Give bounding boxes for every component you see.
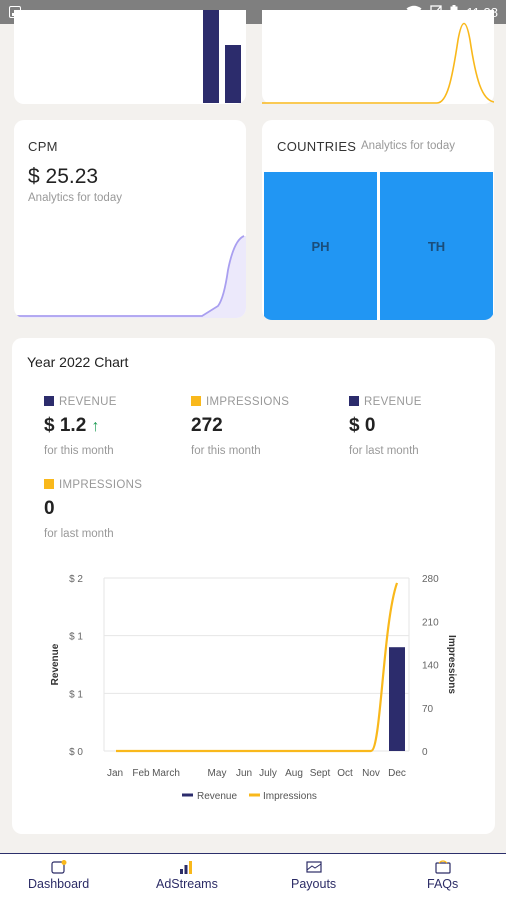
stat-label: REVENUE — [59, 396, 117, 408]
y-axis-title-left: Revenue — [50, 643, 61, 685]
country-cell-ph[interactable]: PH — [264, 172, 377, 320]
country-label-ph: PH — [311, 238, 330, 254]
bottom-navigation: Dashboard AdStreams Payouts FAQs — [0, 853, 506, 900]
cpm-title: CPM — [28, 139, 58, 154]
countries-title: COUNTRIES — [277, 139, 357, 154]
nav-faqs[interactable]: FAQs — [427, 860, 458, 891]
x-tick-label: May — [208, 768, 227, 779]
y-tick-right: 140 — [422, 661, 439, 672]
cpm-value: $ 25.23 — [28, 165, 99, 188]
y-tick-left: $ 0 — [69, 747, 83, 758]
faq-icon — [435, 860, 451, 874]
countries-card: COUNTRIES Analytics for today PH TH — [262, 120, 494, 320]
payouts-icon — [305, 861, 322, 873]
x-tick-label: Sept — [310, 768, 331, 779]
stat-value: 272 — [191, 415, 223, 436]
y-tick-left: $ 1 — [69, 632, 83, 643]
impressions-line-card — [262, 10, 494, 104]
year-chart-card: Year 2022 Chart REVENUE $ 1.2 ↑ for this… — [12, 338, 495, 834]
y-tick-right: 70 — [422, 704, 434, 715]
revenue-bar — [389, 647, 405, 751]
nav-label: Dashboard — [28, 877, 90, 891]
nav-dashboard[interactable]: Dashboard — [28, 860, 89, 891]
stat-sub: for this month — [44, 445, 114, 457]
x-tick-label: Jun — [236, 768, 252, 779]
nav-label: FAQs — [427, 877, 459, 891]
stat-revenue-this-month: REVENUE $ 1.2 ↑ for this month — [44, 396, 117, 457]
countries-subtitle: Analytics for today — [361, 140, 455, 152]
nav-adstreams[interactable]: AdStreams — [156, 860, 218, 891]
y-tick-right: 0 — [422, 747, 428, 758]
stat-value: $ 1.2 — [44, 415, 87, 436]
year-chart-title: Year 2022 Chart — [27, 354, 129, 370]
stat-impressions-this-month: IMPRESSIONS 272 for this month — [191, 396, 289, 457]
x-tick-label: Oct — [337, 768, 353, 779]
nav-label: Payouts — [291, 877, 337, 891]
cpm-line — [14, 235, 245, 317]
legend-impressions-label: Impressions — [263, 791, 317, 802]
x-tick-label: Feb — [132, 768, 150, 779]
bar-chart-icon — [179, 861, 192, 874]
x-tick-label: Nov — [362, 768, 380, 779]
y-axis-title-right: Impressions — [446, 635, 457, 694]
stat-value: 0 — [44, 498, 55, 519]
nav-payouts[interactable]: Payouts — [291, 860, 336, 891]
y-tick-left: $ 1 — [69, 689, 83, 700]
y-tick-left: $ 2 — [69, 574, 83, 585]
cpm-subtitle: Analytics for today — [28, 192, 122, 204]
mini-bar-chart — [203, 10, 241, 103]
mini-bar-1 — [203, 10, 219, 103]
impressions-swatch — [44, 479, 54, 489]
country-label-th: TH — [427, 238, 446, 254]
mini-bar-2 — [225, 45, 241, 103]
nav-label: AdStreams — [156, 877, 218, 891]
stat-revenue-last-month: REVENUE $ 0 for last month — [349, 396, 422, 457]
y-tick-right: 280 — [422, 574, 439, 585]
legend-revenue-label: Revenue — [197, 791, 237, 802]
revenue-bar-card — [14, 10, 246, 104]
stat-sub: for this month — [191, 445, 261, 457]
year-combo-chart: $ 0 $ 1 $ 1 $ 2 0 70 140 210 280 Jan Feb March May Ju… — [50, 574, 457, 802]
cpm-sparkline — [14, 235, 246, 318]
trend-up-icon: ↑ — [91, 418, 100, 435]
stat-impressions-last-month: IMPRESSIONS 0 for last month — [44, 479, 142, 540]
x-tick-label: Jan — [107, 768, 123, 779]
x-tick-label: July — [259, 768, 277, 779]
stat-label: IMPRESSIONS — [59, 479, 143, 491]
revenue-swatch — [44, 396, 54, 406]
mini-impressions-line — [262, 22, 494, 104]
mini-line-chart — [262, 22, 494, 104]
cpm-area-fill — [14, 236, 246, 318]
impressions-line — [116, 582, 399, 753]
x-tick-label: Aug — [285, 768, 303, 779]
revenue-swatch — [349, 396, 359, 406]
y-tick-right: 210 — [422, 617, 439, 628]
stat-sub: for last month — [44, 528, 114, 540]
dashboard-icon — [50, 860, 67, 874]
stat-value: $ 0 — [349, 415, 376, 436]
x-tick-label: March — [152, 768, 180, 779]
stat-sub: for last month — [349, 445, 419, 457]
stat-label: IMPRESSIONS — [206, 396, 290, 408]
stat-label: REVENUE — [364, 396, 422, 408]
country-cell-th[interactable]: TH — [380, 172, 493, 320]
x-tick-label: Dec — [388, 768, 406, 779]
cpm-card: CPM $ 25.23 Analytics for today — [14, 120, 246, 318]
impressions-swatch — [191, 396, 201, 406]
